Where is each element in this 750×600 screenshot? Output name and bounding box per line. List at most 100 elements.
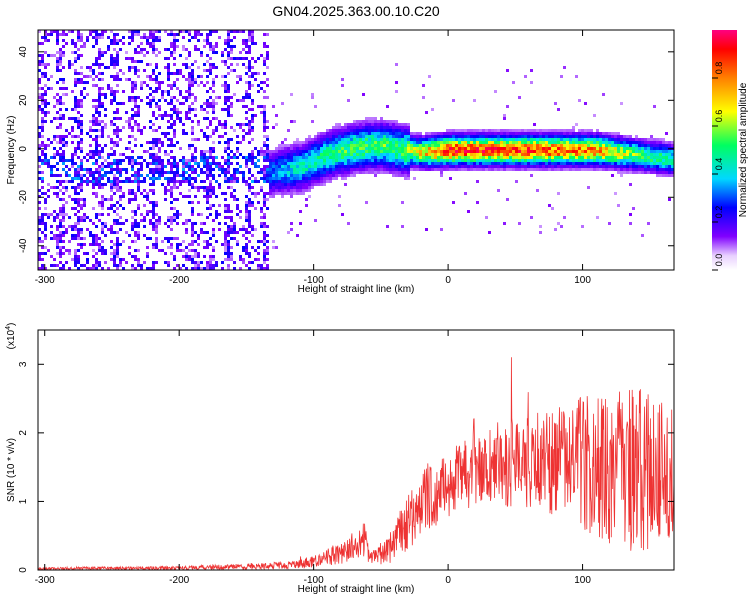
heatmap-cell: [365, 159, 368, 162]
heatmap-cell: [74, 84, 77, 87]
heatmap-cell: [479, 162, 482, 165]
heatmap-cell: [113, 159, 116, 162]
heatmap-cell: [173, 48, 176, 51]
heatmap-cell: [95, 138, 98, 141]
heatmap-cell: [74, 174, 77, 177]
heatmap-cell: [503, 147, 506, 150]
heatmap-cell: [104, 51, 107, 54]
heatmap-cell: [152, 174, 155, 177]
snr-x-tick-label: 0: [445, 575, 451, 586]
heatmap-cell: [344, 135, 347, 138]
heatmap-cell: [569, 165, 572, 168]
heatmap-cell: [101, 156, 104, 159]
heatmap-cell: [158, 39, 161, 42]
heatmap-cell: [554, 141, 557, 144]
heatmap-cell: [359, 123, 362, 126]
heatmap-cell: [254, 72, 257, 75]
heatmap-cell: [338, 147, 341, 150]
heatmap-cell: [158, 108, 161, 111]
heatmap-cell: [329, 132, 332, 135]
heatmap-cell: [80, 159, 83, 162]
heatmap-cell: [413, 144, 416, 147]
heatmap-cell: [272, 183, 275, 186]
heatmap-cell: [191, 231, 194, 234]
heatmap-cell: [116, 60, 119, 63]
heatmap-cell: [233, 129, 236, 132]
heatmap-cell: [206, 102, 209, 105]
heatmap-cell: [338, 159, 341, 162]
heatmap-cell: [80, 33, 83, 36]
heatmap-cell: [44, 156, 47, 159]
heatmap-cell: [62, 204, 65, 207]
heatmap-cell: [218, 174, 221, 177]
heatmap-cell: [137, 174, 140, 177]
heatmap-cell: [155, 162, 158, 165]
heatmap-cell: [224, 120, 227, 123]
heatmap-cell: [68, 159, 71, 162]
heatmap-cell: [500, 129, 503, 132]
heatmap-cell: [314, 180, 317, 183]
heatmap-cell: [311, 186, 314, 189]
heatmap-cell: [116, 186, 119, 189]
heatmap-cell: [191, 153, 194, 156]
heatmap-cell: [206, 126, 209, 129]
heatmap-cell: [191, 120, 194, 123]
heatmap-cell: [236, 231, 239, 234]
heatmap-cell: [209, 120, 212, 123]
heatmap-cell: [149, 33, 152, 36]
heatmap-cell: [296, 144, 299, 147]
heatmap-cell: [581, 153, 584, 156]
heatmap-cell: [227, 96, 230, 99]
heatmap-cell: [101, 135, 104, 138]
heatmap-cell: [131, 135, 134, 138]
heatmap-cell: [626, 159, 629, 162]
heatmap-cell: [41, 60, 44, 63]
heatmap-cell: [152, 123, 155, 126]
heatmap-cell: [230, 180, 233, 183]
heatmap-cell: [329, 171, 332, 174]
heatmap-cell: [188, 72, 191, 75]
heatmap-cell: [158, 99, 161, 102]
heatmap-cell: [227, 162, 230, 165]
heatmap-cell: [272, 168, 275, 171]
heatmap-cell: [437, 141, 440, 144]
heatmap-cell: [101, 267, 104, 270]
colorbar-tick-label: 0.6: [714, 110, 724, 123]
heatmap-cell: [251, 114, 254, 117]
heatmap-cell: [254, 195, 257, 198]
heatmap-cell: [59, 63, 62, 66]
heatmap-cell: [422, 156, 425, 159]
heatmap-cell: [506, 129, 509, 132]
heatmap-cell: [224, 99, 227, 102]
heatmap-cell: [155, 138, 158, 141]
heatmap-cell: [377, 156, 380, 159]
heatmap-cell: [191, 84, 194, 87]
heatmap-cell: [338, 123, 341, 126]
heatmap-cell: [227, 264, 230, 267]
heatmap-cell: [56, 237, 59, 240]
heatmap-cell: [224, 81, 227, 84]
heatmap-cell: [443, 135, 446, 138]
heatmap-cell: [671, 153, 674, 156]
heatmap-cell: [110, 225, 113, 228]
heatmap-cell: [194, 162, 197, 165]
heatmap-cell: [521, 141, 524, 144]
heatmap-cell: [311, 150, 314, 153]
heatmap-cell: [41, 126, 44, 129]
heatmap-cell: [332, 147, 335, 150]
heatmap-cell: [353, 168, 356, 171]
heatmap-cell: [470, 168, 473, 171]
heatmap-cell: [266, 153, 269, 156]
heatmap-cell: [233, 228, 236, 231]
heatmap-cell: [53, 96, 56, 99]
heatmap-cell: [605, 168, 608, 171]
heatmap-cell: [65, 231, 68, 234]
heatmap-cell: [272, 156, 275, 159]
heatmap-cell: [542, 168, 545, 171]
heatmap-cell: [482, 159, 485, 162]
heatmap-cell: [95, 243, 98, 246]
heatmap-cell: [215, 129, 218, 132]
heatmap-cell: [167, 66, 170, 69]
heatmap-cell: [53, 117, 56, 120]
heatmap-cell: [95, 108, 98, 111]
